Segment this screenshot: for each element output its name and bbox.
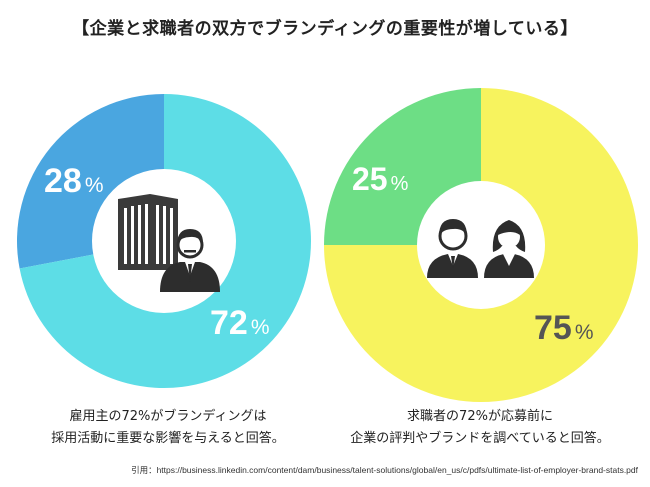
chart-title: 【企業と求職者の双方でブランディングの重要性が増している】 — [72, 19, 578, 39]
slice-label-job-seekers-large: 75% — [534, 309, 594, 347]
caption-job-seekers: 求職者の72%が応募前に 企業の評判やブランドを調べていると回答。 — [330, 406, 630, 450]
slice-label-job-seekers-small: 25% — [352, 161, 409, 197]
slice-label-employers-small: 28% — [44, 162, 104, 200]
donut-hole-job-seekers — [417, 181, 545, 309]
donut-employers: 28% 72% — [17, 94, 312, 389]
caption-line: 採用活動に重要な影響を与えると回答。 — [51, 431, 285, 446]
office-businessman-icon — [118, 194, 220, 292]
donut-job-seekers: 25% 75% — [324, 88, 638, 402]
man-woman-users-icon — [427, 219, 534, 278]
slice-label-employers-large: 72% — [210, 304, 270, 342]
caption-employers: 雇用主の72%がブランディングは 採用活動に重要な影響を与えると回答。 — [18, 406, 318, 450]
caption-line: 企業の評判やブランドを調べていると回答。 — [350, 431, 610, 446]
caption-line: 求職者の72%が応募前に — [407, 409, 553, 424]
caption-line: 雇用主の72%がブランディングは — [69, 409, 267, 424]
source-citation: 引用：https://business.linkedin.com/content… — [131, 465, 638, 475]
